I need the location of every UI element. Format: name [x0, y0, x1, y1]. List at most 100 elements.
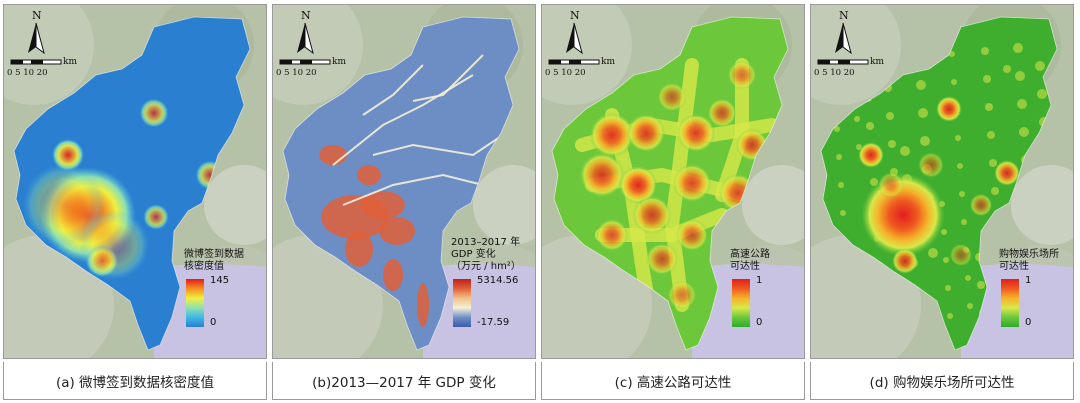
density-surface: [22, 98, 225, 281]
hotspot: [676, 113, 716, 153]
scale-bar: km 0 5 10 20: [276, 57, 356, 79]
study-area: [821, 17, 1057, 350]
north-label: N: [301, 9, 311, 22]
speckle: [918, 108, 928, 118]
legend-title-line: 高速公路: [730, 249, 770, 260]
gdp-hotspot: [319, 145, 347, 165]
speckle: [920, 136, 930, 146]
legend-color-ramp: [1001, 279, 1019, 327]
speckle: [1003, 65, 1011, 73]
legend-title-line: 购物娱乐场所: [999, 249, 1059, 260]
hotspot: [667, 280, 697, 310]
legend-title-line: 可达性: [999, 261, 1029, 272]
hotspot: [589, 112, 635, 158]
gdp-hotspot: [357, 165, 381, 185]
hotspot: [143, 204, 169, 230]
speckle: [1013, 43, 1023, 53]
boundary-outline: [13, 16, 251, 351]
scale-unit: km: [332, 57, 346, 67]
density-surface: [319, 54, 504, 327]
speckle: [1017, 99, 1027, 109]
speckle: [991, 187, 999, 195]
gdp-hotspot: [417, 283, 429, 327]
estuary-water: [154, 263, 266, 358]
gdp-hotspot: [383, 259, 403, 291]
study-area: [14, 17, 250, 350]
legend-max: 1: [756, 275, 763, 286]
speckle: [961, 219, 967, 225]
scale-bar-graphic: [279, 59, 331, 65]
scale-unit: km: [601, 57, 615, 67]
basemap-texture: [273, 5, 363, 105]
speckle: [989, 159, 997, 167]
panel-caption-a: (a) 微博签到数据核密度值: [3, 362, 267, 400]
speckle: [886, 112, 894, 120]
speckle: [945, 285, 951, 291]
north-arrow-icon: N: [287, 9, 327, 61]
basemap-texture: [473, 165, 535, 245]
speckle: [967, 303, 973, 309]
legend-color-ramp: [732, 279, 750, 327]
scale-unit: km: [870, 57, 884, 67]
legend-max: 5314.56: [477, 275, 519, 286]
hotspot: [707, 98, 737, 128]
north-label: N: [32, 9, 42, 22]
speckle: [854, 116, 860, 122]
speckle: [955, 135, 961, 141]
speckle: [1037, 89, 1047, 99]
estuary-water: [423, 263, 535, 358]
legend-min: 0: [210, 317, 217, 328]
hotspot: [646, 243, 678, 275]
scale-ticks: 0 5 10 20: [276, 68, 317, 78]
basemap-texture: [4, 5, 94, 105]
scale-bar: km 0 5 10 20: [545, 57, 625, 79]
legend-min: -17.59: [477, 317, 510, 328]
scale-bar: km 0 5 10 20: [814, 57, 894, 79]
legend-min: 0: [1025, 317, 1032, 328]
scale-bar-graphic: [548, 59, 600, 65]
hotspot: [858, 142, 884, 168]
speckle: [838, 182, 844, 188]
speckle: [957, 163, 963, 169]
speckle: [866, 122, 874, 130]
hotspot: [52, 139, 84, 171]
corridor: [372, 134, 504, 157]
north-arrow-icon: N: [18, 9, 58, 61]
north-arrow-shape: [28, 22, 45, 55]
speckle: [985, 103, 993, 111]
legend-title-line: （万元 / hm²）: [451, 261, 521, 272]
hotspot: [892, 248, 918, 274]
basemap-texture: [811, 5, 901, 105]
legend-title-line: 2013–2017 年: [451, 237, 521, 248]
speckle: [941, 229, 947, 235]
corridor: [412, 54, 484, 102]
speckle: [900, 146, 910, 156]
panel-caption-d: (d) 购物娱乐场所可达性: [810, 362, 1074, 400]
corridor: [362, 64, 424, 116]
speckle: [928, 248, 938, 258]
speckle: [1035, 61, 1045, 71]
speckle: [951, 79, 957, 85]
scale-ticks: 0 5 10 20: [7, 68, 48, 78]
scale-ticks: 0 5 10 20: [814, 68, 855, 78]
hotspot: [632, 195, 672, 235]
map-graphic: [4, 5, 266, 358]
north-arrow-shape: [566, 22, 583, 55]
basemap-texture: [742, 165, 804, 245]
scale-ticks: 0 5 10 20: [545, 68, 586, 78]
speckle: [981, 47, 989, 55]
scale-bar-graphic: [817, 59, 869, 65]
hotspot: [936, 96, 962, 122]
legend: 2013–2017 年 GDP 变化 （万元 / hm²） 5314.56 -17.59: [451, 237, 521, 328]
legend-title-line: 可达性: [730, 261, 760, 272]
hotspot: [918, 152, 944, 178]
boundary-outline: [551, 16, 789, 351]
boundary-outline: [282, 16, 520, 351]
north-arrow-icon: N: [825, 9, 865, 61]
north-arrow-shape: [297, 22, 314, 55]
hotspot: [626, 113, 666, 153]
